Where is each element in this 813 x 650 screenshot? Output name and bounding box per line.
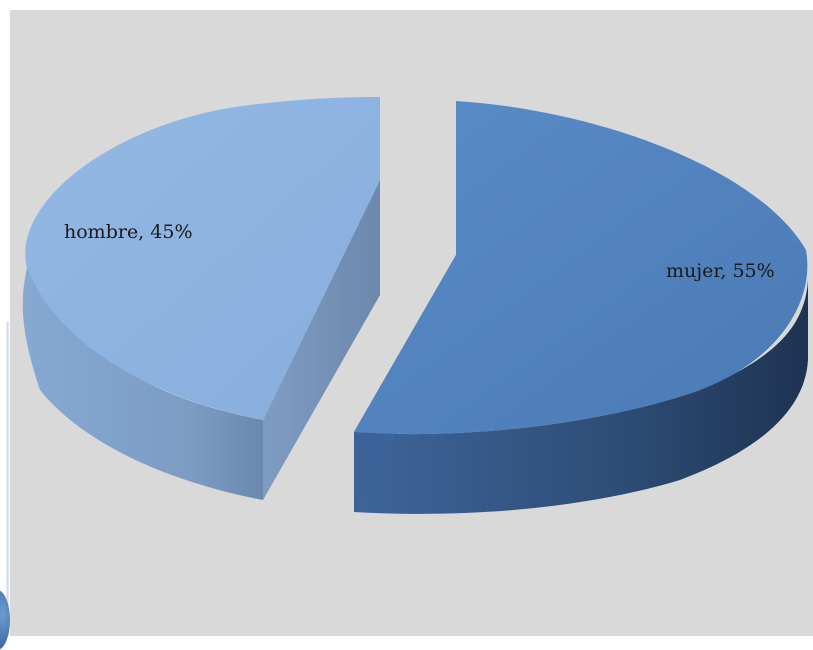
left-edge-strip [0,322,10,636]
slice-hombre[interactable] [22,97,380,500]
slice-mujer[interactable] [354,101,808,514]
slice-mujer-top [354,101,808,435]
slice-hombre-top [25,97,380,420]
slice-hombre-cut-face [263,180,380,500]
partial-shape-fragment [0,590,10,650]
slice-hombre-side [22,268,263,500]
slice-mujer-label: mujer, 55% [666,260,775,282]
slice-mujer-side [354,280,808,514]
slice-hombre-label: hombre, 45% [64,221,193,243]
pie-chart: hombre, 45% mujer, 55% [22,97,808,514]
